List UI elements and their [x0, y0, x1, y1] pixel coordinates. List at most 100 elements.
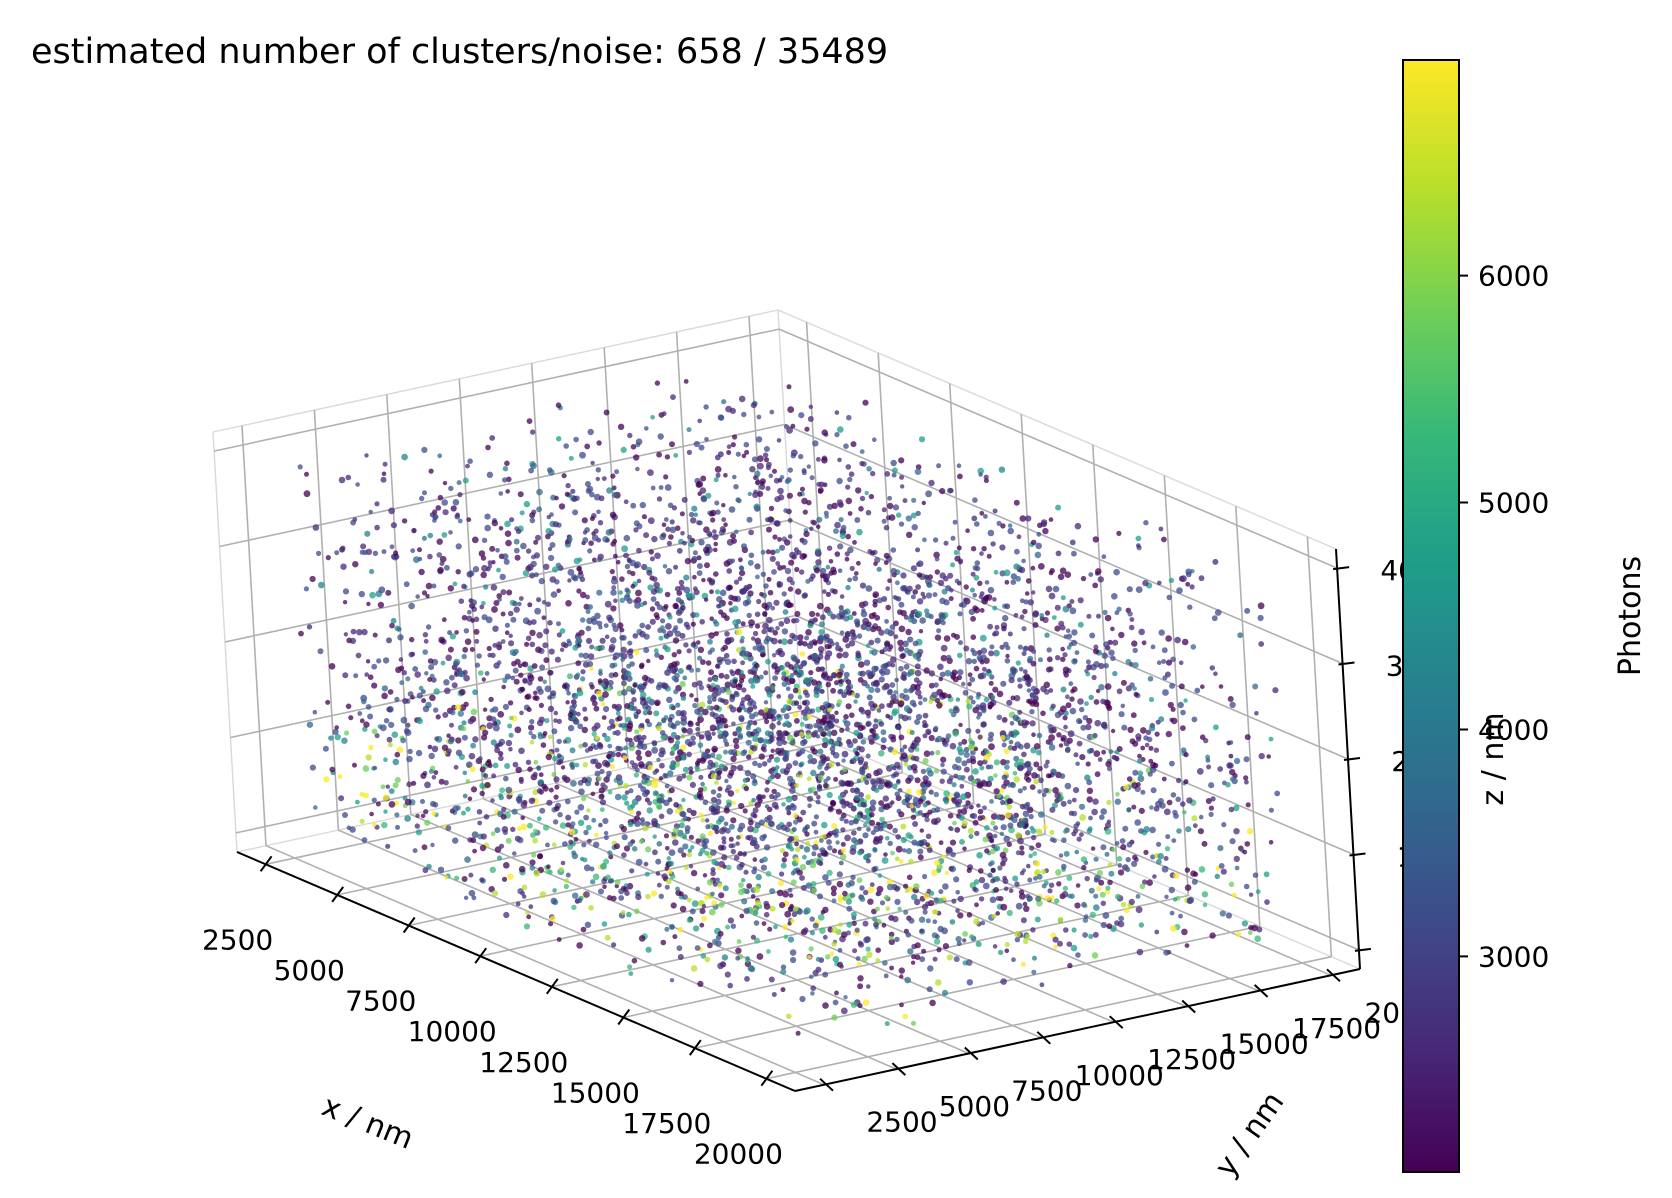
data-point: [765, 549, 771, 555]
data-point: [447, 738, 455, 745]
data-point: [815, 734, 821, 739]
data-point: [1007, 527, 1014, 535]
data-point: [646, 569, 653, 576]
data-point: [490, 652, 496, 658]
data-point: [670, 394, 676, 400]
data-point: [704, 956, 711, 963]
data-point: [306, 721, 314, 728]
data-point: [551, 842, 557, 848]
data-point: [539, 807, 546, 814]
data-point: [1033, 778, 1039, 785]
data-point: [748, 800, 754, 806]
data-point: [529, 865, 536, 871]
data-point: [1077, 597, 1084, 604]
data-point: [580, 676, 586, 682]
data-point: [1064, 782, 1072, 790]
data-point: [763, 457, 770, 463]
data-point: [672, 934, 678, 940]
data-point: [368, 744, 374, 751]
data-point: [754, 662, 760, 669]
data-point: [343, 632, 349, 637]
data-point: [1091, 808, 1098, 816]
data-point: [850, 892, 856, 898]
data-point: [1003, 770, 1009, 776]
data-point: [621, 852, 627, 858]
data-point: [1054, 625, 1061, 632]
data-point: [1040, 869, 1047, 875]
data-point: [859, 670, 866, 677]
data-point: [374, 501, 380, 507]
data-point: [987, 529, 995, 537]
data-point: [752, 491, 759, 498]
data-point: [624, 703, 631, 709]
data-point: [752, 909, 759, 916]
data-point: [965, 959, 973, 966]
data-point: [481, 734, 488, 741]
data-point: [675, 886, 680, 892]
data-point: [1093, 877, 1099, 883]
data-point: [520, 801, 528, 809]
data-point: [579, 451, 586, 459]
data-point: [1035, 828, 1043, 835]
data-point: [934, 556, 940, 562]
data-point: [1010, 782, 1016, 789]
data-point: [741, 898, 748, 905]
data-point: [657, 433, 664, 440]
data-point: [689, 781, 697, 789]
data-point: [515, 528, 522, 535]
data-point: [552, 888, 557, 893]
data-point: [316, 550, 322, 557]
data-point: [713, 541, 718, 547]
data-point: [1254, 935, 1261, 942]
data-point: [683, 815, 689, 822]
data-point: [892, 827, 898, 834]
data-point: [788, 559, 795, 566]
data-point: [746, 516, 753, 523]
data-point: [914, 736, 921, 744]
data-point: [798, 453, 804, 460]
data-point: [479, 877, 485, 883]
data-point: [748, 713, 756, 720]
data-point: [1025, 801, 1031, 807]
data-point: [1100, 721, 1108, 729]
data-point: [485, 760, 492, 767]
data-point: [601, 476, 607, 481]
data-point: [401, 453, 408, 461]
data-point: [1205, 757, 1211, 763]
data-point: [981, 708, 987, 714]
data-point: [553, 710, 559, 716]
data-point: [929, 750, 935, 756]
data-point: [914, 741, 920, 747]
data-point: [1076, 740, 1083, 747]
data-point: [1156, 660, 1162, 665]
data-point: [454, 630, 459, 635]
data-point: [1083, 914, 1089, 919]
data-point: [988, 680, 994, 686]
data-point: [695, 727, 700, 732]
data-point: [675, 709, 682, 717]
data-point: [1136, 736, 1142, 742]
data-point: [533, 539, 539, 545]
data-point: [718, 763, 725, 770]
data-point: [1110, 626, 1115, 632]
data-point: [693, 512, 699, 518]
data-point: [564, 491, 570, 497]
data-point: [878, 721, 885, 727]
data-point: [638, 663, 645, 670]
data-point: [1218, 863, 1225, 869]
data-point: [581, 777, 588, 784]
data-point: [853, 787, 861, 795]
data-point: [670, 746, 677, 752]
data-point: [826, 730, 832, 737]
data-point: [362, 726, 368, 732]
data-point: [492, 625, 499, 632]
data-point: [890, 800, 895, 805]
data-point: [752, 866, 758, 871]
data-point: [441, 499, 449, 506]
data-point: [504, 460, 510, 467]
data-point: [691, 505, 698, 512]
data-point: [624, 737, 630, 743]
data-point: [1008, 739, 1014, 745]
data-point: [844, 556, 850, 562]
data-point: [1069, 707, 1077, 715]
